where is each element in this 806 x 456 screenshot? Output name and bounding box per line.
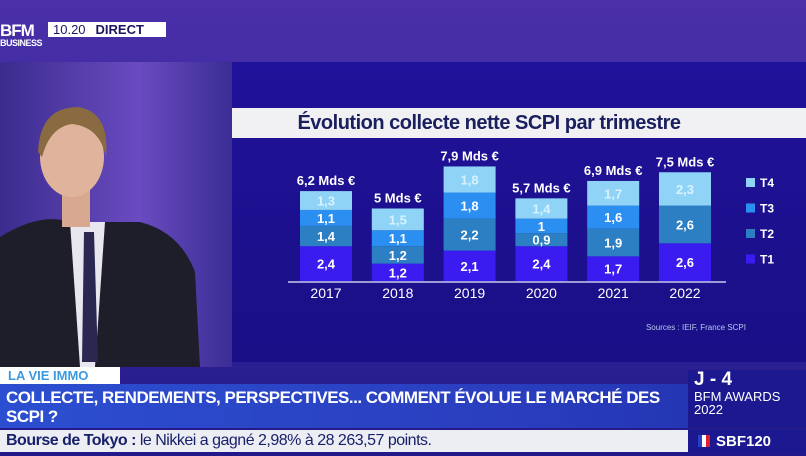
bar-segment-t4	[300, 191, 352, 210]
clock-time: 10.20	[53, 22, 86, 37]
legend-label: T4	[760, 176, 774, 190]
index-ticker: SBF120	[688, 430, 806, 452]
bar-segment-t2	[371, 246, 424, 264]
data-label: 1,4	[532, 202, 551, 217]
legend-swatch	[746, 229, 755, 238]
bar-segment-t2	[443, 218, 496, 251]
bar-segment-t2	[300, 225, 352, 247]
data-label: 1,8	[461, 199, 479, 214]
bar-segment-t1	[515, 246, 568, 281]
data-label: 1	[538, 219, 545, 234]
data-label: 1,1	[317, 211, 335, 226]
live-badge: 10.20 DIRECT	[48, 22, 166, 37]
awards-countdown: J - 4 BFM AWARDS 2022	[688, 370, 806, 428]
data-label: 1,7	[604, 262, 622, 277]
legend-label: T2	[760, 227, 774, 241]
bar-segment-t1	[587, 256, 640, 281]
bar-segment-t4	[587, 180, 640, 206]
headline: COLLECTE, RENDEMENTS, PERSPECTIVES... CO…	[0, 384, 688, 428]
x-tick-label: 2018	[382, 285, 413, 301]
total-label: 5,7 Mds €	[512, 180, 571, 195]
bar-segment-t2	[515, 233, 568, 247]
bar-segment-t4	[659, 172, 711, 206]
x-tick-label: 2021	[598, 285, 629, 301]
data-label: 1,2	[389, 265, 407, 280]
bar-segment-t1	[371, 263, 424, 281]
live-label: DIRECT	[95, 22, 144, 37]
data-label: 1,8	[461, 173, 479, 188]
x-tick-label: 2020	[526, 285, 557, 301]
data-label: 1,9	[604, 236, 622, 251]
france-flag-icon	[698, 435, 710, 447]
chart-source: Sources : IEIF, France SCPI	[646, 323, 746, 332]
data-label: 2,6	[676, 217, 694, 232]
legend-swatch	[746, 203, 755, 213]
bar-segment-t1	[300, 246, 352, 281]
x-tick-label: 2022	[669, 285, 700, 301]
bar-segment-t3	[443, 192, 496, 219]
ticker-label: Bourse de Tokyo :	[6, 432, 136, 449]
legend-swatch	[746, 178, 755, 187]
x-tick-label: 2017	[310, 285, 341, 301]
data-label: 1,6	[604, 210, 622, 225]
bar-segment-t3	[371, 230, 424, 247]
bar-segment-t4	[443, 166, 496, 193]
legend-label: T3	[760, 202, 774, 216]
x-tick-label: 2019	[454, 285, 485, 301]
legend-swatch	[746, 254, 755, 264]
total-label: 6,9 Mds €	[584, 163, 643, 178]
data-label: 1,4	[317, 229, 336, 244]
data-label: 1,7	[604, 186, 622, 201]
bar-segment-t2	[587, 228, 640, 257]
bar-segment-t1	[443, 250, 496, 281]
data-label: 1,2	[389, 248, 407, 263]
segment-tag: LA VIE IMMO	[0, 367, 120, 384]
total-label: 5 Mds €	[374, 191, 422, 206]
presenter-figure	[0, 107, 200, 367]
bar-segment-t1	[659, 243, 711, 281]
data-label: 2,4	[317, 257, 336, 272]
data-label: 0,9	[532, 233, 550, 248]
total-label: 7,9 Mds €	[440, 148, 499, 163]
data-label: 1,5	[389, 212, 407, 227]
data-label: 2,6	[676, 255, 694, 270]
chart-title: Évolution collecte nette SCPI par trimes…	[232, 108, 806, 138]
bar-segment-t2	[659, 205, 711, 244]
data-label: 2,4	[532, 257, 551, 272]
data-label: 2,1	[461, 259, 479, 274]
ticker-text: le Nikkei a gagné 2,98% à 28 263,57 poin…	[139, 432, 432, 449]
data-label: 1,1	[389, 231, 407, 246]
bar-segment-t4	[515, 198, 568, 219]
data-label: 2,3	[676, 182, 694, 197]
total-label: 7,5 Mds €	[656, 154, 715, 169]
total-label: 6,2 Mds €	[297, 173, 356, 188]
bfm-business-logo: BFM BUSINESS	[0, 21, 43, 48]
legend-label: T1	[760, 253, 774, 267]
presenter-video	[0, 62, 232, 367]
bar-segment-t4	[371, 208, 424, 231]
bar-segment-t3	[300, 209, 352, 226]
bar-segment-t3	[515, 218, 568, 234]
data-label: 1,3	[317, 194, 335, 209]
bar-segment-t3	[587, 205, 640, 229]
news-ticker: Bourse de Tokyo : le Nikkei a gagné 2,98…	[0, 430, 688, 452]
stacked-bar-chart: 2,4 1,4 1,1 1,3 6,2 Mds € 2017 1,2 1,2 1,1 1,5 5 M…	[288, 148, 774, 332]
data-label: 2,2	[461, 228, 479, 243]
